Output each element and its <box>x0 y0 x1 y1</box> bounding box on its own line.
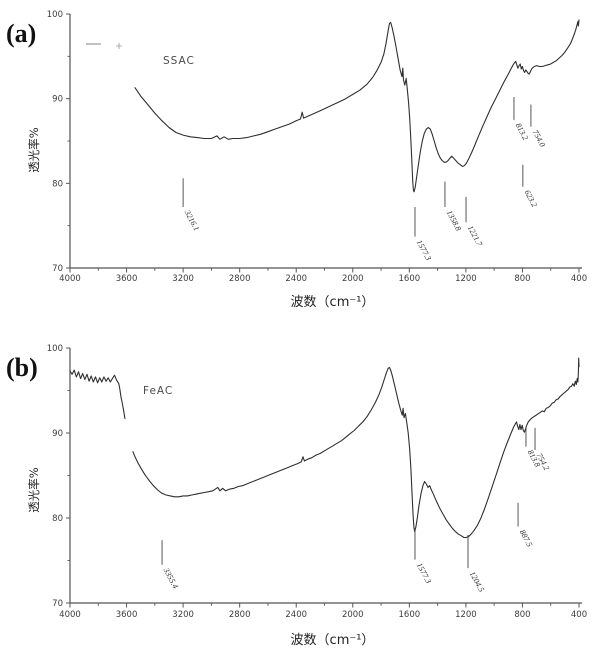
y-tick-label: 90 <box>52 429 63 439</box>
spectrum-curve <box>69 369 126 420</box>
x-tick-label: 2000 <box>342 274 364 284</box>
panel-a-spectrum: 4000 3600 3200 2800 2400 2000 1600 1200 800 400 10… <box>6 10 587 310</box>
spectrum-curve <box>134 19 580 193</box>
peak-wavenumber-label: 1221.7 <box>466 224 485 249</box>
panel-b-spectrum: 4000 3600 3200 2800 2400 2000 1600 1200 800 400 10… <box>6 344 587 648</box>
peak-wavenumber-label: 623.2 <box>523 188 539 208</box>
x-tick-label: 4000 <box>59 610 81 620</box>
sample-label: FeAC <box>143 385 173 397</box>
x-tick-label: 3200 <box>172 274 194 284</box>
x-tick-label: 400 <box>571 274 587 284</box>
x-axis-title: 波数（cm⁻¹） <box>291 633 375 648</box>
x-tick-label: 1600 <box>399 610 421 620</box>
x-tick-label: 2400 <box>285 274 307 284</box>
x-tick-label: 3200 <box>172 610 194 620</box>
x-tick-label: 400 <box>571 610 587 620</box>
x-tick-label: 1600 <box>399 274 421 284</box>
x-tick-label: 3600 <box>116 610 138 620</box>
x-tick-label: 2000 <box>342 610 364 620</box>
x-tick-label: 3600 <box>116 274 138 284</box>
peak-wavenumber-label: 887.5 <box>518 528 534 548</box>
peak-wavenumber-label: 3355.4 <box>161 566 180 591</box>
y-tick-label: 80 <box>52 514 63 524</box>
x-tick-label: 2800 <box>229 274 251 284</box>
x-tick-label: 4000 <box>59 274 81 284</box>
spectrum-curve <box>132 357 580 539</box>
peak-wavenumber-label: 1577.3 <box>415 561 433 585</box>
x-axis-title: 波数（cm⁻¹） <box>291 295 375 310</box>
y-tick-label: 80 <box>52 179 63 189</box>
sample-label: SSAC <box>163 55 195 67</box>
panel-tag: (a) <box>6 19 36 48</box>
y-tick-label: 70 <box>52 264 63 274</box>
x-tick-label: 2400 <box>285 610 307 620</box>
peak-wavenumber-label: 813.2 <box>514 122 530 142</box>
peak-wavenumber-label: 1204.5 <box>468 570 486 594</box>
peak-wavenumber-label: 1358.8 <box>445 209 463 233</box>
x-tick-label: 800 <box>514 610 530 620</box>
x-tick-label: 2800 <box>229 610 251 620</box>
y-tick-label: 100 <box>47 10 63 20</box>
y-tick-label: 90 <box>52 95 63 105</box>
y-axis-title: 透光率% <box>27 467 41 512</box>
x-tick-label: 1200 <box>455 274 477 284</box>
peak-wavenumber-label: 754.0 <box>531 128 547 148</box>
y-axis-title: 透光率% <box>27 127 41 172</box>
scan-artifact <box>116 43 122 49</box>
y-tick-label: 70 <box>52 599 63 609</box>
x-tick-label: 1200 <box>455 610 477 620</box>
peak-wavenumber-label: 3216.1 <box>182 208 201 233</box>
y-tick-label: 100 <box>47 344 63 354</box>
panel-tag: (b) <box>6 353 38 382</box>
x-tick-label: 800 <box>514 274 530 284</box>
peak-wavenumber-label: 1577.3 <box>415 238 433 262</box>
